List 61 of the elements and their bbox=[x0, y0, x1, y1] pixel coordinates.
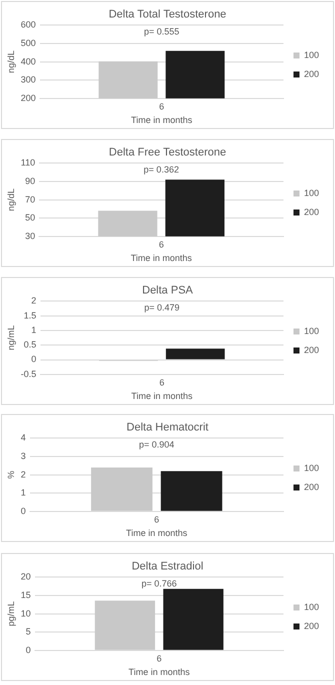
y-axis-title: % bbox=[6, 470, 16, 479]
x-axis-title: Time in months bbox=[128, 667, 190, 678]
y-tick-label: 5 bbox=[26, 626, 31, 637]
annotation: p= 0.362 bbox=[144, 164, 179, 175]
legend-label: 200 bbox=[304, 620, 320, 631]
y-tick-label: 90 bbox=[25, 176, 36, 186]
legend-label: 100 bbox=[304, 188, 320, 198]
annotation: p= 0.766 bbox=[142, 578, 177, 589]
y-tick-label: 300 bbox=[20, 74, 36, 85]
y-tick-label: 400 bbox=[20, 56, 36, 66]
y-tick-label: 15 bbox=[20, 590, 31, 600]
y-axis-title: ng/dL bbox=[6, 188, 16, 212]
x-axis-title: Time in months bbox=[126, 528, 188, 538]
x-axis-title: Time in months bbox=[131, 115, 193, 126]
legend-label: 100 bbox=[304, 326, 320, 336]
y-tick-label: 2 bbox=[20, 469, 26, 480]
y-tick-label: 2 bbox=[31, 296, 36, 306]
x-axis-title: Time in months bbox=[131, 391, 193, 402]
legend-label: 100 bbox=[304, 462, 320, 473]
y-tick-label: 1 bbox=[31, 324, 36, 335]
legend-label: 100 bbox=[304, 602, 320, 612]
chart-title: Delta Estradiol bbox=[132, 560, 204, 573]
annotation: p= 0.479 bbox=[144, 302, 180, 313]
legend-label: 200 bbox=[304, 68, 320, 79]
x-tick-label: 6 bbox=[159, 101, 164, 112]
y-axis-title: pg/mL bbox=[6, 601, 16, 626]
y-tick-label: -0.5 bbox=[20, 368, 36, 379]
x-axis-title: Time in months bbox=[130, 253, 192, 264]
annotation: p= 0.555 bbox=[144, 26, 180, 37]
y-tick-label: 4 bbox=[20, 432, 26, 443]
y-tick-label: 50 bbox=[25, 212, 36, 223]
x-tick-label: 6 bbox=[158, 239, 164, 250]
legend-label: 200 bbox=[304, 206, 320, 217]
x-tick-label: 6 bbox=[159, 377, 164, 388]
y-tick-label: 110 bbox=[20, 158, 36, 168]
y-tick-label: 0 bbox=[20, 506, 26, 516]
annotation: p= 0.904 bbox=[138, 440, 174, 450]
y-tick-label: 30 bbox=[25, 230, 36, 241]
y-tick-label: 200 bbox=[20, 92, 36, 103]
y-tick-label: 10 bbox=[20, 608, 31, 618]
y-axis-title: ng/dL bbox=[6, 50, 16, 74]
y-tick-label: 0.5 bbox=[24, 340, 36, 350]
y-tick-label: 70 bbox=[25, 194, 36, 204]
x-tick-label: 6 bbox=[156, 653, 162, 664]
y-tick-label: 20 bbox=[20, 572, 31, 582]
x-tick-label: 6 bbox=[154, 514, 160, 524]
y-tick-label: 1 bbox=[20, 488, 26, 498]
legend-label: 100 bbox=[304, 50, 320, 60]
y-tick-label: 0 bbox=[26, 644, 31, 655]
legend-label: 200 bbox=[304, 344, 320, 355]
y-axis-title: ng/mL bbox=[6, 325, 16, 350]
legend-label: 200 bbox=[304, 482, 320, 492]
y-tick-label: 1.5 bbox=[24, 310, 36, 320]
y-tick-label: 500 bbox=[20, 38, 36, 48]
chart-title: Delta Free Testosterone bbox=[108, 146, 226, 159]
y-tick-label: 0 bbox=[31, 354, 36, 364]
chart-title: Delta Total Testosterone bbox=[108, 8, 226, 21]
y-tick-label: 600 bbox=[20, 20, 36, 30]
chart-title: Delta PSA bbox=[142, 284, 194, 297]
chart-title: Delta Hematocrit bbox=[126, 422, 208, 434]
y-tick-label: 3 bbox=[20, 450, 26, 461]
